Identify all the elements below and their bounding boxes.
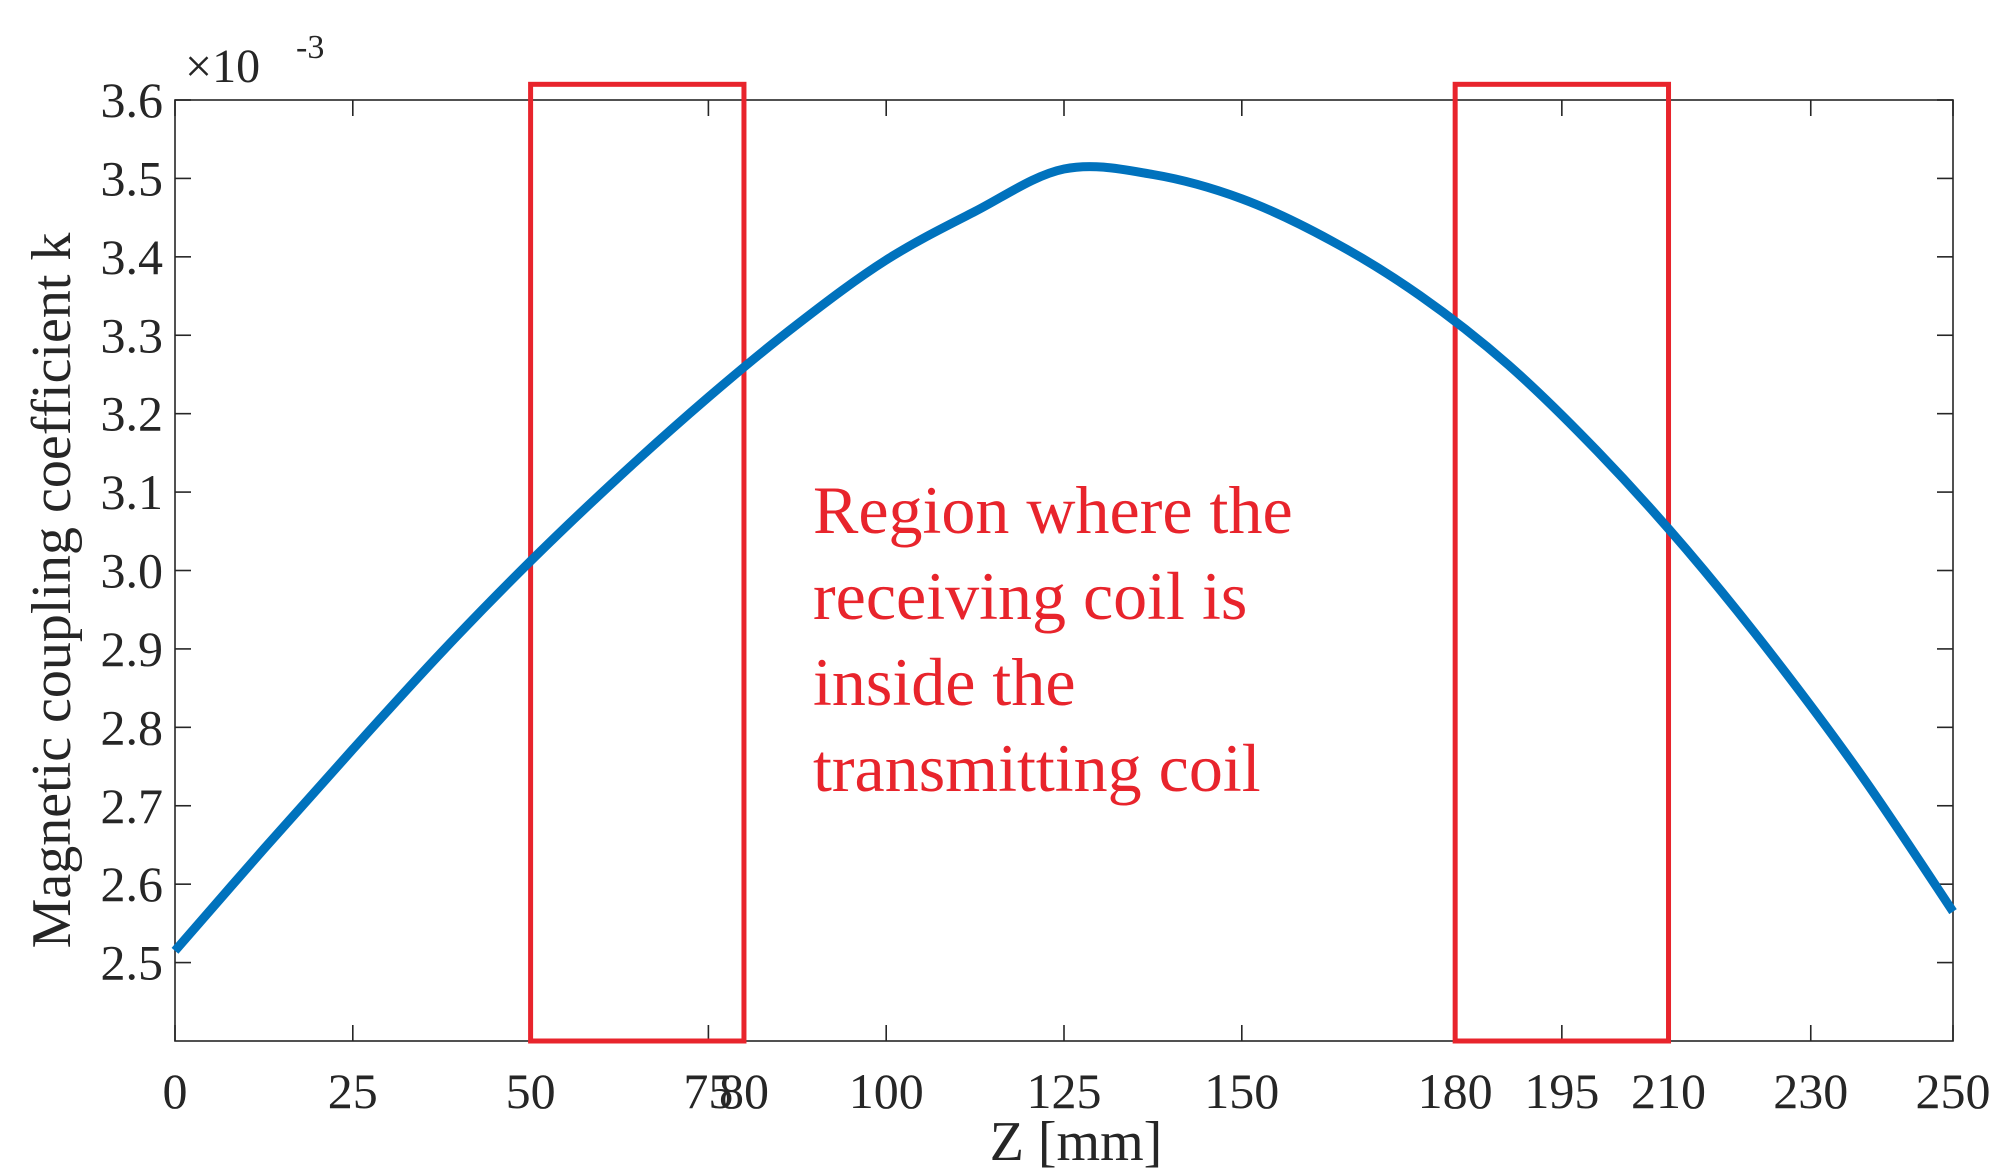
x-tick-label: 50 [506,1063,556,1119]
x-tick-label: 125 [1027,1063,1102,1119]
x-axis-label: Z [mm] [990,1111,1163,1173]
y-tick-label: 3.5 [101,150,164,206]
y-axis-label: Magnetic coupling coefficient k [21,233,83,949]
x-tick-label: 250 [1916,1063,1991,1119]
annotation-line: receiving coil is [813,558,1247,634]
x-tick-label: 25 [328,1063,378,1119]
y-tick-label: 3.3 [101,307,164,363]
y-tick-label: 2.5 [101,935,164,991]
y-exponent-power: -3 [296,29,324,66]
y-tick-label: 2.6 [101,856,164,912]
x-tick-label: 0 [163,1063,188,1119]
x-tick-label: 180 [1418,1063,1493,1119]
y-exponent-label: ×10 [185,40,260,93]
x-tick-label: 75 [683,1063,733,1119]
annotation-line: inside the [813,644,1076,720]
y-tick-label: 2.7 [101,778,164,834]
x-tick-label: 150 [1204,1063,1279,1119]
left-coil-region [528,81,747,1044]
x-tick-label: 195 [1524,1063,1599,1119]
y-tick-label: 3.4 [101,229,164,285]
x-tick-label: 210 [1631,1063,1706,1119]
x-tick-label: 100 [849,1063,924,1119]
y-tick-label: 3.1 [101,464,164,520]
x-tick-label: 80 [719,1063,769,1119]
y-tick-label: 2.9 [101,621,164,677]
right-coil-region [1452,81,1672,1044]
annotation-line: Region where the [813,472,1293,548]
series-line-k [171,162,1957,954]
y-tick-label: 2.8 [101,699,164,755]
y-tick-label: 3.6 [101,72,164,128]
x-tick-label: 230 [1773,1063,1848,1119]
annotation-line: transmitting coil [813,730,1261,806]
y-tick-label: 3.0 [101,543,164,599]
y-tick-label: 3.2 [101,386,164,442]
